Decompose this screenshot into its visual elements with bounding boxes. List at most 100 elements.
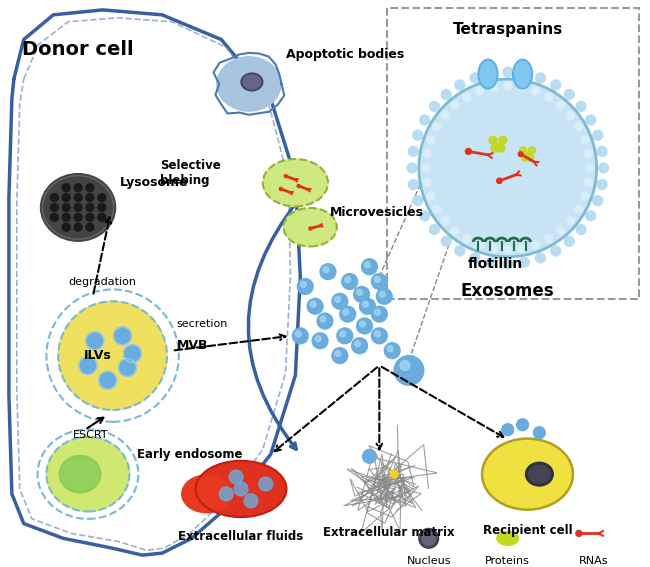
- Circle shape: [374, 309, 380, 315]
- Circle shape: [408, 146, 419, 156]
- Circle shape: [441, 90, 451, 99]
- Circle shape: [518, 245, 526, 253]
- Circle shape: [455, 246, 465, 256]
- Circle shape: [74, 193, 82, 201]
- Circle shape: [357, 289, 363, 295]
- Circle shape: [489, 136, 497, 144]
- Circle shape: [593, 196, 603, 206]
- Circle shape: [98, 193, 106, 201]
- Circle shape: [556, 101, 564, 109]
- Circle shape: [323, 266, 329, 273]
- Circle shape: [502, 424, 514, 435]
- Circle shape: [545, 235, 552, 243]
- Circle shape: [536, 73, 545, 83]
- Circle shape: [74, 184, 82, 192]
- Circle shape: [86, 223, 94, 231]
- Circle shape: [259, 477, 272, 491]
- Circle shape: [519, 69, 529, 78]
- Circle shape: [51, 204, 58, 211]
- Text: Early endosome: Early endosome: [137, 448, 243, 461]
- Circle shape: [62, 184, 70, 192]
- Circle shape: [463, 235, 471, 243]
- Circle shape: [489, 245, 497, 253]
- Circle shape: [451, 101, 459, 109]
- Circle shape: [363, 301, 369, 307]
- Circle shape: [504, 82, 512, 90]
- Circle shape: [581, 136, 589, 144]
- Text: Tetraspanins: Tetraspanins: [452, 22, 563, 37]
- Circle shape: [62, 193, 70, 201]
- Circle shape: [124, 345, 141, 362]
- Circle shape: [340, 306, 356, 322]
- Circle shape: [284, 175, 287, 177]
- Ellipse shape: [40, 174, 116, 241]
- Circle shape: [470, 73, 480, 83]
- Circle shape: [419, 528, 439, 548]
- Circle shape: [363, 450, 376, 463]
- Circle shape: [355, 341, 361, 346]
- Circle shape: [74, 204, 82, 211]
- Circle shape: [332, 293, 348, 309]
- Circle shape: [441, 236, 451, 246]
- Ellipse shape: [483, 439, 572, 509]
- Circle shape: [219, 487, 233, 501]
- Circle shape: [344, 277, 351, 282]
- Circle shape: [280, 188, 282, 191]
- Text: Extracellular matrix: Extracellular matrix: [324, 526, 455, 539]
- Circle shape: [229, 470, 243, 484]
- Circle shape: [51, 193, 58, 201]
- Circle shape: [597, 180, 607, 189]
- Text: Proteins: Proteins: [486, 556, 530, 566]
- Circle shape: [371, 328, 387, 344]
- Ellipse shape: [283, 208, 337, 247]
- Circle shape: [441, 111, 449, 119]
- Circle shape: [315, 336, 321, 342]
- Circle shape: [491, 144, 499, 152]
- Circle shape: [532, 241, 539, 249]
- Circle shape: [586, 115, 595, 125]
- Circle shape: [451, 227, 459, 235]
- Ellipse shape: [478, 60, 498, 89]
- Circle shape: [567, 111, 575, 119]
- Circle shape: [380, 291, 385, 297]
- Circle shape: [317, 313, 333, 329]
- Circle shape: [86, 193, 94, 201]
- Circle shape: [343, 309, 348, 315]
- Circle shape: [320, 264, 336, 280]
- Circle shape: [433, 205, 441, 213]
- Circle shape: [524, 153, 531, 160]
- Circle shape: [365, 262, 370, 268]
- Circle shape: [86, 184, 94, 192]
- Circle shape: [244, 494, 258, 507]
- Circle shape: [420, 115, 430, 125]
- Circle shape: [597, 146, 607, 156]
- Circle shape: [497, 144, 505, 152]
- Circle shape: [465, 149, 471, 154]
- Circle shape: [297, 278, 313, 294]
- Circle shape: [536, 253, 545, 263]
- Circle shape: [337, 328, 353, 344]
- Circle shape: [551, 80, 560, 90]
- Circle shape: [340, 331, 346, 337]
- Circle shape: [576, 225, 586, 234]
- Circle shape: [486, 257, 496, 267]
- Text: ESCRT: ESCRT: [73, 430, 109, 439]
- FancyBboxPatch shape: [387, 8, 639, 299]
- Circle shape: [455, 80, 465, 90]
- Text: Exosomes: Exosomes: [461, 282, 554, 299]
- Circle shape: [234, 482, 248, 496]
- Circle shape: [62, 223, 70, 231]
- Circle shape: [342, 274, 358, 289]
- Circle shape: [354, 286, 369, 302]
- Circle shape: [489, 83, 497, 91]
- Text: ILVs: ILVs: [84, 349, 112, 362]
- Text: flotillin: flotillin: [468, 257, 523, 271]
- Circle shape: [114, 327, 131, 345]
- Circle shape: [519, 257, 529, 267]
- Text: Lysosome: Lysosome: [120, 176, 188, 189]
- Circle shape: [320, 316, 326, 322]
- Ellipse shape: [241, 73, 263, 91]
- Circle shape: [556, 227, 564, 235]
- Circle shape: [497, 178, 502, 184]
- Circle shape: [476, 87, 484, 95]
